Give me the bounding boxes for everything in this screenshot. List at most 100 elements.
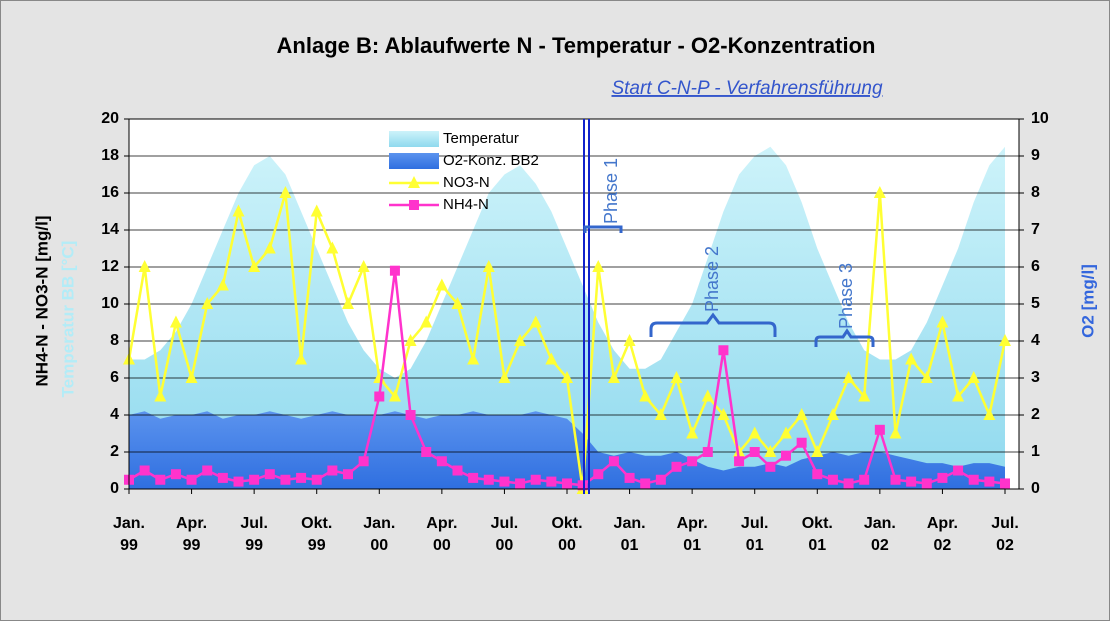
phase-bracket xyxy=(583,225,623,233)
legend-swatch xyxy=(389,131,439,147)
marker xyxy=(624,472,635,483)
marker xyxy=(780,426,792,439)
y-tick-label: 18 xyxy=(101,147,119,164)
y2-tick-label: 2 xyxy=(1031,406,1040,423)
marker xyxy=(920,371,933,383)
marker xyxy=(545,352,558,365)
marker xyxy=(233,476,244,487)
y-tick-label: 6 xyxy=(110,369,119,386)
y2-tick-label: 6 xyxy=(1031,258,1040,275)
marker xyxy=(702,447,713,457)
marker xyxy=(389,265,400,276)
marker xyxy=(748,426,761,439)
marker xyxy=(890,474,901,485)
marker xyxy=(405,410,416,420)
marker xyxy=(701,389,714,402)
x-tick-label: Jul. 01 xyxy=(740,515,769,554)
y2-axis-title: O2 [mg/l] xyxy=(1078,264,1097,338)
x-tick-label: Apr. 00 xyxy=(426,515,458,554)
marker xyxy=(326,241,339,254)
y-axis-title: Temperatur BB [°C] xyxy=(58,241,77,398)
marker xyxy=(139,465,150,476)
marker xyxy=(983,408,996,420)
y2-tick-label: 3 xyxy=(1031,369,1040,386)
marker xyxy=(655,474,666,485)
marker xyxy=(280,474,291,485)
marker xyxy=(811,445,824,457)
marker xyxy=(170,469,181,480)
x-tick-label: Jul. 00 xyxy=(490,515,519,554)
marker xyxy=(670,371,683,383)
marker xyxy=(639,389,652,402)
marker xyxy=(873,186,886,198)
marker xyxy=(169,315,182,328)
marker xyxy=(421,447,432,457)
phase-label: Phase 2 xyxy=(702,246,722,312)
marker xyxy=(311,474,322,485)
marker xyxy=(342,297,354,309)
marker xyxy=(451,297,464,309)
legend-marker xyxy=(408,176,420,188)
marker xyxy=(467,352,480,365)
marker xyxy=(263,241,276,254)
y2-tick-label: 10 xyxy=(1031,110,1049,127)
marker xyxy=(640,478,651,489)
y2-tick-label: 8 xyxy=(1031,184,1040,201)
marker xyxy=(155,474,166,485)
marker xyxy=(279,186,292,198)
y2-tick-label: 7 xyxy=(1031,221,1040,238)
marker xyxy=(452,465,463,476)
y2-tick-label: 9 xyxy=(1031,147,1040,164)
x-tick-label: Apr. 01 xyxy=(676,515,708,554)
marker xyxy=(734,456,745,467)
marker xyxy=(483,474,494,485)
marker xyxy=(435,278,448,291)
marker xyxy=(687,456,698,467)
x-tick-label: Jan. 02 xyxy=(863,515,896,554)
marker xyxy=(968,474,979,485)
phase-label: Phase 1 xyxy=(601,158,621,224)
marker xyxy=(795,408,808,420)
marker xyxy=(859,474,870,485)
marker xyxy=(827,474,838,485)
marker xyxy=(436,456,447,467)
legend-label: O2-Konz. BB2 xyxy=(443,152,539,169)
legend-label: Temperatur xyxy=(443,130,519,147)
y-axis-title: NH4-N - NO3-N [mg/l] xyxy=(32,216,51,387)
marker xyxy=(264,469,275,480)
y-tick-label: 10 xyxy=(101,295,119,312)
marker xyxy=(232,204,245,217)
marker xyxy=(202,465,213,476)
y-tick-label: 14 xyxy=(101,221,119,238)
marker xyxy=(889,426,902,439)
marker xyxy=(529,315,542,328)
marker xyxy=(404,334,417,346)
marker xyxy=(796,437,807,448)
area xyxy=(129,146,1005,489)
x-tick-label: Jan. 00 xyxy=(363,515,396,554)
y-tick-label: 4 xyxy=(110,406,119,423)
y2-tick-label: 4 xyxy=(1031,332,1040,349)
marker xyxy=(952,389,965,402)
y2-tick-label: 0 xyxy=(1031,480,1040,497)
marker xyxy=(420,315,433,328)
marker xyxy=(138,260,151,272)
marker xyxy=(858,389,871,402)
marker xyxy=(607,371,620,383)
y2-tick-label: 5 xyxy=(1031,295,1040,312)
phase-bracket xyxy=(814,328,875,347)
marker xyxy=(608,456,619,467)
marker xyxy=(764,445,777,457)
marker xyxy=(781,450,791,461)
legend-label: NO3-N xyxy=(443,174,490,191)
marker xyxy=(468,472,479,483)
marker xyxy=(482,260,495,272)
marker xyxy=(905,352,918,365)
marker xyxy=(154,389,167,402)
marker xyxy=(984,476,995,487)
marker xyxy=(842,371,855,383)
marker xyxy=(826,408,839,420)
marker xyxy=(812,469,823,480)
marker xyxy=(217,472,228,483)
